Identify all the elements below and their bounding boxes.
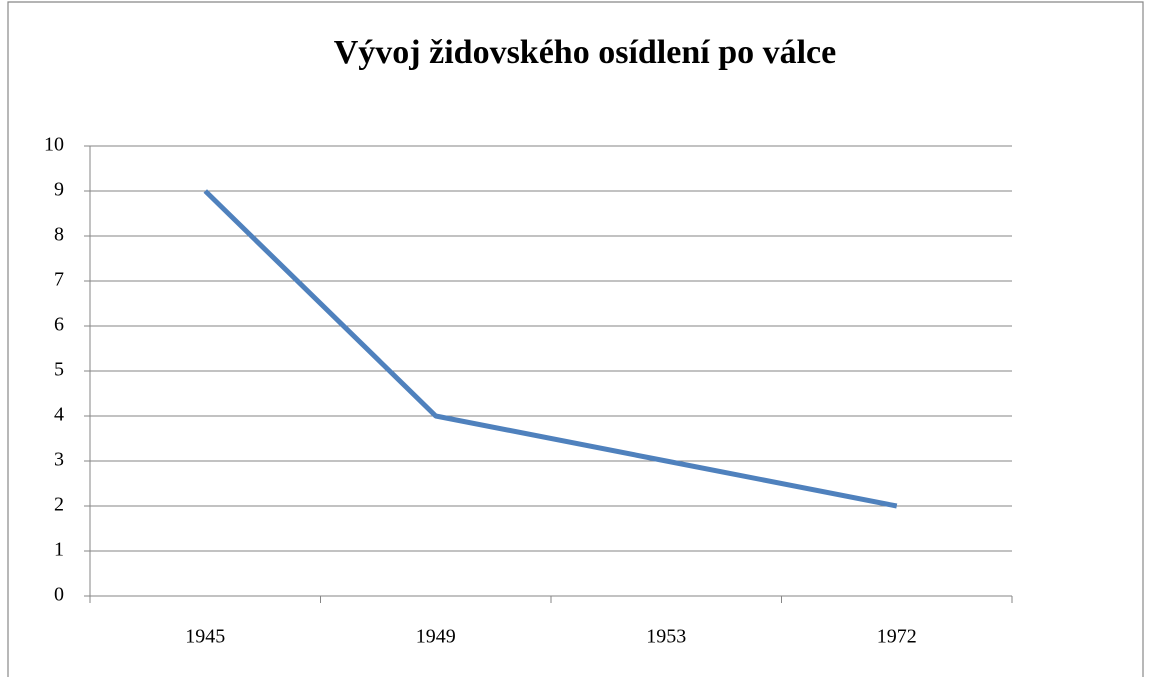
chart-frame	[7, 1, 1144, 677]
y-tick-label: 10	[44, 134, 64, 156]
y-tick-label: 2	[54, 494, 64, 516]
chart-title: Vývoj židovského osídlení po válce	[334, 34, 836, 71]
y-tick-label: 6	[54, 314, 64, 336]
y-tick-label: 0	[54, 584, 64, 606]
x-tick-label: 1945	[185, 626, 225, 648]
line-series	[203, 189, 898, 509]
y-tick-label: 5	[54, 359, 64, 381]
x-tick-label: 1949	[416, 626, 456, 648]
x-tick-label: 1953	[646, 626, 686, 648]
y-tick-label: 3	[54, 449, 64, 471]
y-tick-label: 8	[54, 224, 64, 246]
y-tick-label: 9	[54, 179, 64, 201]
y-tick-label: 1	[54, 539, 64, 561]
y-tick-label: 7	[54, 269, 64, 291]
x-tick-label: 1972	[877, 626, 917, 648]
y-tick-label: 4	[54, 404, 64, 426]
